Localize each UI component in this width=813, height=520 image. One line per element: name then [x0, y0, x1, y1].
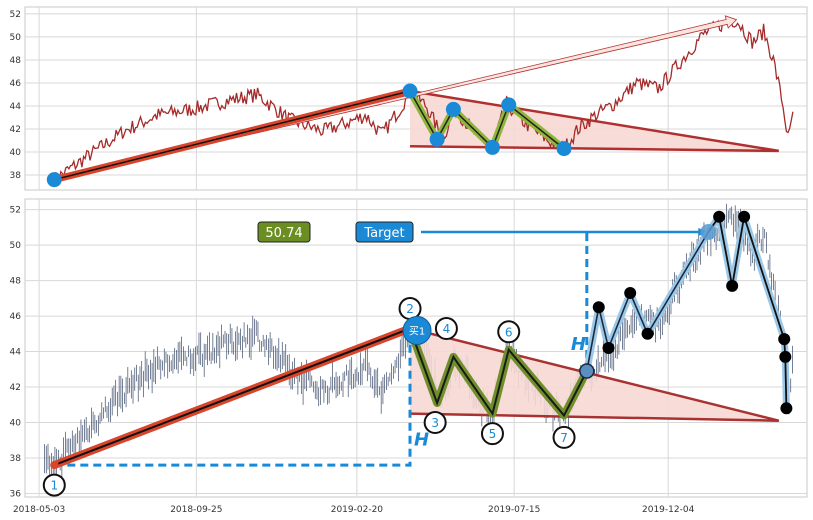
x-tick-label: 2018-09-25: [170, 505, 222, 515]
pattern-zigzag-inner: [409, 90, 565, 150]
y-tick-label: 38: [10, 171, 22, 181]
pivot-label-circle: [497, 320, 521, 344]
y-tick-label: 52: [10, 206, 21, 216]
pivot-dot: [484, 139, 500, 155]
pivot-label-circle: [434, 316, 458, 340]
target-dot: [700, 223, 717, 240]
target-value-box: [257, 221, 311, 243]
top-panel-plot: [46, 15, 794, 188]
pivot-dot: [46, 172, 62, 188]
triangle-outline: [409, 327, 780, 422]
pivot-label-2: 2: [406, 302, 414, 316]
y-tick-label: 40: [10, 148, 22, 158]
y-tick-label: 50: [10, 241, 22, 251]
h-measure-line-1: [54, 328, 412, 467]
h-label-2: H: [571, 334, 586, 355]
y-tick-label: 44: [10, 102, 22, 112]
price-line: [53, 19, 794, 188]
y-tick-label: 48: [10, 56, 22, 66]
y-tick-label: 38: [10, 454, 22, 464]
pivot-dot: [445, 101, 461, 117]
peak-dot: [778, 333, 791, 346]
y-tick-label: 42: [10, 383, 21, 393]
start-marker: [50, 462, 59, 469]
peak-dot: [726, 279, 739, 292]
peak-dot: [713, 210, 726, 223]
pattern-zigzag-inner: [409, 328, 588, 418]
pivot-label-circle: [480, 422, 504, 446]
pivot-label-circle: [423, 411, 447, 434]
y-tick-label: 46: [10, 79, 22, 89]
trend-line-inner: [54, 90, 411, 181]
triangle-outline: [409, 89, 780, 153]
buy-marker: [402, 315, 432, 345]
pivot-label-3: 3: [431, 416, 439, 430]
peak-dot: [738, 210, 751, 223]
pivot-label-5: 5: [489, 427, 497, 441]
y-tick-label: 40: [10, 419, 22, 429]
bottom-panel-plot: H H 1 2 3 4 5 6 7 买1 50.74 Target: [42, 203, 793, 497]
pivot-label-4: 4: [443, 322, 451, 336]
top-panel-y-ticks: 52 50 48 46 44 42 40 38: [10, 10, 22, 181]
pivot-dot: [501, 97, 517, 113]
y-tick-label: 48: [10, 277, 22, 287]
peak-dot: [780, 402, 793, 415]
h-label-1: H: [414, 430, 429, 451]
triangle-fill: [410, 91, 779, 151]
pivot-label-6: 6: [505, 325, 513, 339]
pivot-dot: [556, 141, 572, 157]
pivot-dot: [429, 131, 445, 147]
trend-line-inner: [53, 327, 411, 467]
y-tick-label: 50: [10, 33, 22, 43]
peak-dot: [602, 342, 615, 354]
pivot-label-circle: [552, 425, 576, 449]
y-tick-label: 44: [10, 348, 22, 358]
up-leg-inner: [586, 231, 709, 372]
long-arrow: [54, 15, 738, 180]
bottom-panel-x-ticks: 2018-05-03 2018-09-25 2019-02-20 2019-07-15…: [13, 505, 695, 515]
pivot-label-circle: [42, 473, 66, 497]
breakout-dot: [579, 363, 595, 379]
top-panel-grid: [25, 7, 807, 190]
peak-dot: [779, 350, 792, 363]
y-tick-label: 36: [10, 489, 22, 499]
peak-dot: [624, 287, 637, 300]
target-label-box: [355, 221, 414, 243]
pivot-label-1: 1: [50, 479, 58, 493]
y-tick-label: 42: [10, 125, 21, 135]
pivot-label-7: 7: [560, 431, 568, 445]
peak-dot: [641, 327, 654, 340]
x-tick-label: 2019-12-04: [642, 505, 695, 515]
bottom-panel-y-ticks: 52 50 48 46 44 42 40 38 36: [10, 206, 22, 500]
y-tick-label: 52: [10, 10, 21, 20]
target-label-text: Target: [363, 226, 404, 241]
x-tick-label: 2018-05-03: [13, 505, 65, 515]
y-tick-label: 46: [10, 312, 22, 322]
buy-marker-label: 买1: [409, 325, 425, 337]
peak-dot: [592, 301, 605, 314]
target-value-text: 50.74: [265, 226, 302, 241]
pivot-dot: [402, 83, 418, 99]
x-tick-label: 2019-07-15: [488, 505, 540, 515]
x-tick-label: 2019-02-20: [331, 505, 384, 515]
